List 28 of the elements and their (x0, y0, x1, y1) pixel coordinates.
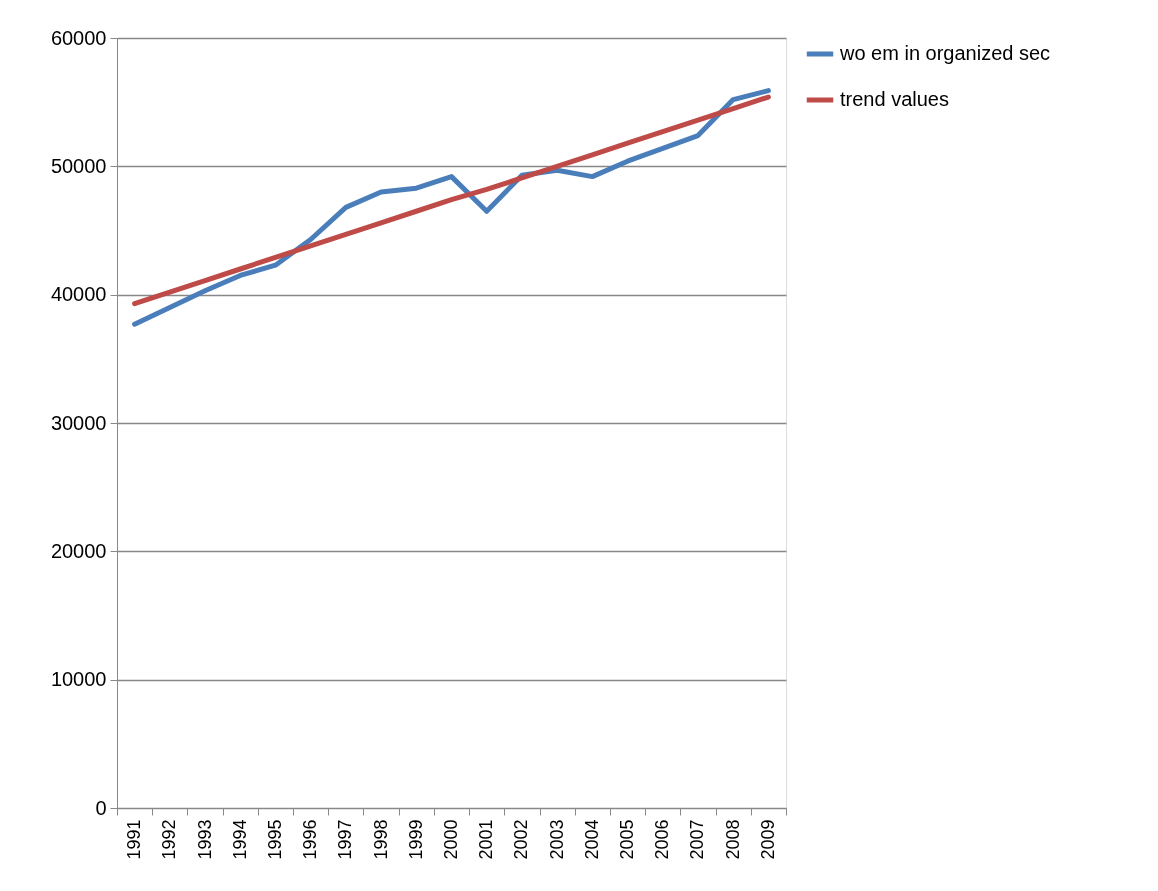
legend-label: wo em in organized sec (839, 42, 1051, 64)
y-tick-label: 0 (95, 796, 107, 819)
x-tick-label: 1991 (124, 819, 145, 860)
x-tick-label: 1993 (194, 819, 215, 860)
x-tick-label: 2006 (652, 819, 673, 860)
x-tick-label: 2002 (511, 819, 532, 860)
x-tick-label: 1995 (264, 819, 285, 860)
x-tick-label: 2009 (757, 819, 778, 860)
x-tick-label: 2000 (441, 819, 461, 860)
x-tick-label: 2003 (546, 819, 567, 860)
y-tick-label: 20000 (50, 539, 107, 562)
x-tick-label: 1998 (370, 819, 391, 860)
x-tick-label: 2008 (722, 819, 743, 860)
x-tick-label: 2005 (617, 819, 638, 860)
y-tick-label: 10000 (50, 668, 107, 691)
x-tick-label: 2001 (476, 819, 497, 860)
x-tick-label: 1992 (159, 819, 180, 860)
y-tick-label: 50000 (50, 154, 107, 177)
x-tick-label: 2004 (581, 819, 602, 860)
y-tick-label: 60000 (50, 26, 107, 49)
legend-label: trend values (840, 88, 949, 110)
x-tick-label: 2007 (687, 819, 708, 860)
y-tick-label: 30000 (50, 411, 107, 434)
x-tick-label: 1996 (300, 819, 321, 860)
x-tick-label: 1999 (405, 819, 426, 860)
y-tick-label: 40000 (50, 283, 107, 306)
x-tick-label: 1994 (229, 819, 250, 860)
x-tick-label: 1997 (335, 819, 356, 860)
